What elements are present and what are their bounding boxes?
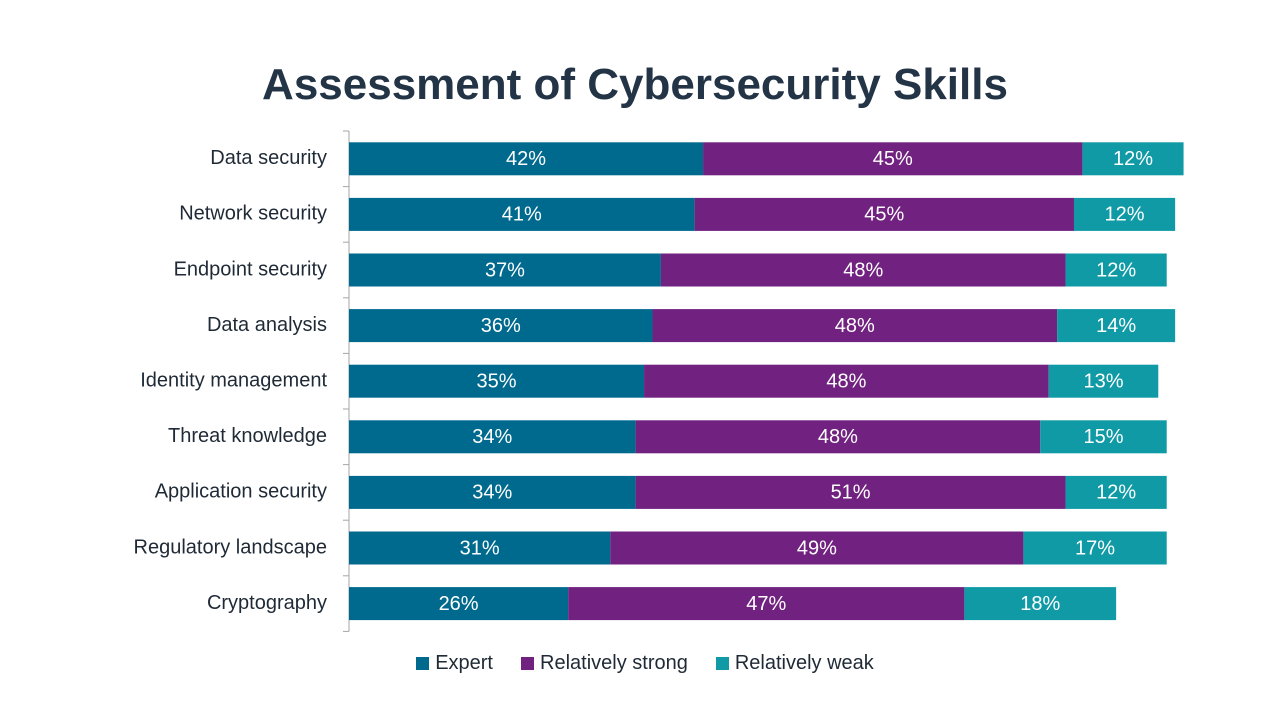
bar-segment [1048,364,1159,398]
data-label: 51% [831,482,871,504]
bar-segment [610,531,1024,565]
legend-swatch [715,657,729,670]
data-label: 17% [1075,537,1115,559]
category-label: Network security [179,203,327,225]
bar-segment [652,309,1058,343]
bar-segment [1057,309,1176,343]
category-label: Regulatory landscape [134,536,327,558]
data-label: 42% [506,148,546,170]
bar-segment [660,253,1066,287]
data-label: 34% [472,482,512,504]
data-label: 12% [1096,482,1136,504]
legend-label: Relatively weak [734,652,874,674]
category-label: Threat knowledge [168,425,327,447]
chart-legend: Expert Relatively strong Relatively weak [0,652,1280,675]
bar-segment [349,142,704,176]
legend-label: Expert [435,652,493,674]
bar-segment [349,587,569,621]
data-label: 45% [873,148,913,170]
data-label: 36% [481,315,521,337]
data-label: 26% [439,593,479,615]
data-label: 12% [1113,148,1153,170]
category-label: Data security [210,147,327,169]
bar-segment [349,364,645,398]
bar-segment [1065,475,1167,509]
data-label: 12% [1105,204,1145,226]
data-label: 49% [797,537,837,559]
legend-swatch [521,657,534,670]
data-label: 48% [826,370,866,392]
data-label: 14% [1096,315,1136,337]
bar-segment [349,531,611,565]
bar-segment [694,197,1074,231]
bar-segment [635,420,1041,454]
data-label: 12% [1096,259,1136,281]
data-label: 48% [835,315,875,337]
bar-segment [1023,531,1167,565]
bar-segment [1065,253,1167,287]
bar-segment [964,587,1117,621]
data-label: 48% [818,426,858,448]
legend-label: Relatively strong [540,652,688,674]
category-label: Cryptography [207,592,327,614]
data-label: 13% [1083,370,1123,392]
legend-item: Relatively weak [715,652,874,675]
bar-segment [1082,142,1184,176]
legend-item: Relatively strong [521,652,688,675]
data-label: 47% [746,593,786,615]
data-label: 15% [1083,426,1123,448]
bar-segment [703,142,1083,176]
data-label: 34% [472,426,512,448]
data-label: 31% [460,537,500,559]
bar-segment [635,475,1066,509]
bar-segment [1073,197,1176,231]
bar-segment [644,364,1049,398]
data-label: 37% [485,259,525,281]
legend-item: Expert [416,652,493,675]
bar-segment [349,309,653,343]
data-label: 35% [477,370,517,392]
data-label: 41% [502,204,542,226]
data-label: 18% [1020,593,1060,615]
bar-segment [349,253,661,287]
bar-segment [349,197,695,231]
category-label: Data analysis [207,314,327,336]
category-label: Endpoint security [174,258,327,280]
data-label: 48% [843,259,883,281]
bar-segment [349,420,636,454]
bar-segment [1040,420,1167,454]
chart-title: Assessment of Cybersecurity Skills [262,60,1008,109]
bar-segment [349,475,636,509]
bar-segment [568,587,965,621]
legend-swatch [416,657,430,670]
category-label: Identity management [140,369,327,391]
data-label: 45% [864,204,904,226]
category-label: Application security [155,481,327,503]
